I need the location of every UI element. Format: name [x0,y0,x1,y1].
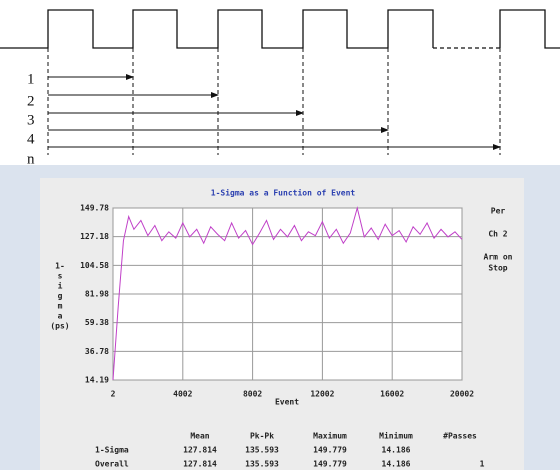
y-axis-label: (ps) [50,322,69,331]
step-label: 2 [27,93,35,109]
y-axis-label: s [58,272,63,281]
x-tick-label: 12002 [310,390,334,399]
table-cell: 14.186 [382,446,411,455]
table-header: Minimum [379,431,413,441]
y-tick-label: 149.78 [80,204,109,213]
y-tick-label: 36.78 [85,347,109,356]
x-tick-label: 4002 [173,390,192,399]
side-label: Per [491,207,506,216]
x-axis-label: Event [275,398,299,407]
chart-title: 1-Sigma as a Function of Event [211,188,356,198]
y-tick-label: 127.18 [80,232,109,241]
table-header: Mean [190,432,209,441]
y-tick-label: 104.58 [80,261,109,270]
table-cell: 14.186 [382,460,411,469]
x-tick-label: 8002 [243,390,262,399]
side-label: Arm on [484,253,513,262]
x-tick-label: 20002 [450,390,474,399]
side-label: Ch 2 [488,230,507,239]
y-axis-label: 1- [55,262,65,271]
table-cell: 1-Sigma [95,445,129,455]
series-line [112,206,463,381]
step-label: 3 [27,112,35,128]
table-cell: 149.779 [313,446,347,455]
table-cell: Overall [95,460,129,469]
y-axis-label: i [58,281,63,291]
wave [0,9,434,49]
step-label: 4 [27,131,35,147]
table-header: Pk-Pk [250,432,274,441]
table-cell: 127.814 [183,460,217,469]
side-label: Stop [488,264,507,273]
y-tick-label: 59.38 [85,318,109,327]
table-cell: 135.593 [245,446,279,455]
table-cell: 127.814 [183,446,217,455]
wave [499,9,560,49]
table-cell: 1 [480,460,485,469]
table-cell: 149.779 [313,460,347,469]
y-axis-label: g [58,292,63,301]
y-axis-label: a [58,312,63,321]
y-axis-label: m [58,302,63,311]
x-tick-label: 16002 [380,390,404,399]
table-cell: 135.593 [245,460,279,469]
y-tick-label: 14.19 [85,376,109,385]
table-header: Maximum [313,431,347,441]
y-tick-label: 81.98 [85,290,109,299]
step-label: n [27,151,35,167]
x-tick-label: 2 [111,390,116,399]
arrows [48,74,501,150]
square-wave [0,9,560,49]
table-header: #Passes [443,432,477,441]
step-label: 1 [27,71,35,87]
dashed-markers [47,48,501,155]
